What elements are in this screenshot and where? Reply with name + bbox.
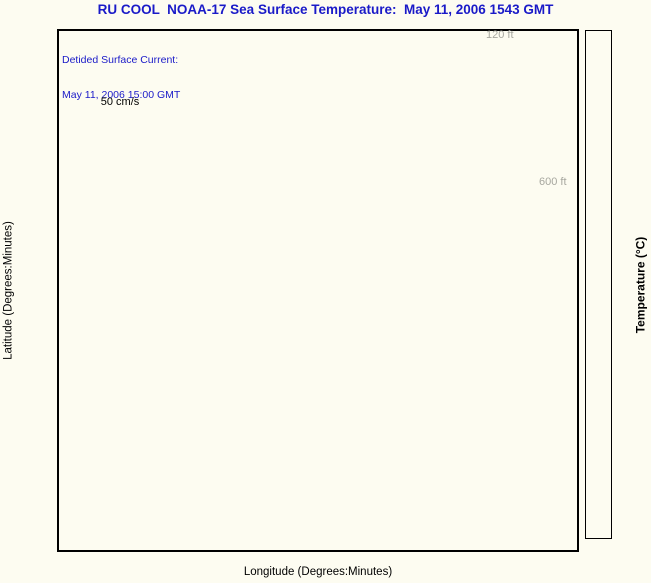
bathymetry-label-120ft: 120 ft <box>486 29 514 41</box>
x-axis-label: Longitude (Degrees:Minutes) <box>243 566 393 578</box>
map-plot-area <box>57 29 579 552</box>
current-scale-label: 50 cm/s <box>100 96 140 108</box>
colorbar-label: Temperature (°C) <box>633 236 648 334</box>
annotation-line-1: Detided Surface Current: <box>62 54 179 66</box>
colorbar <box>585 30 612 539</box>
annotation-line-2: May 11, 2006 15:00 GMT <box>62 88 181 101</box>
bathymetry-label-600ft: 600 ft <box>539 176 567 188</box>
figure-title: RU COOL NOAA-17 Sea Surface Temperature:… <box>97 2 554 17</box>
y-axis-label: Latitude (Degrees:Minutes) <box>2 221 15 360</box>
surface-current-annotation: Detided Surface Current: May 11, 2006 15… <box>62 32 180 124</box>
